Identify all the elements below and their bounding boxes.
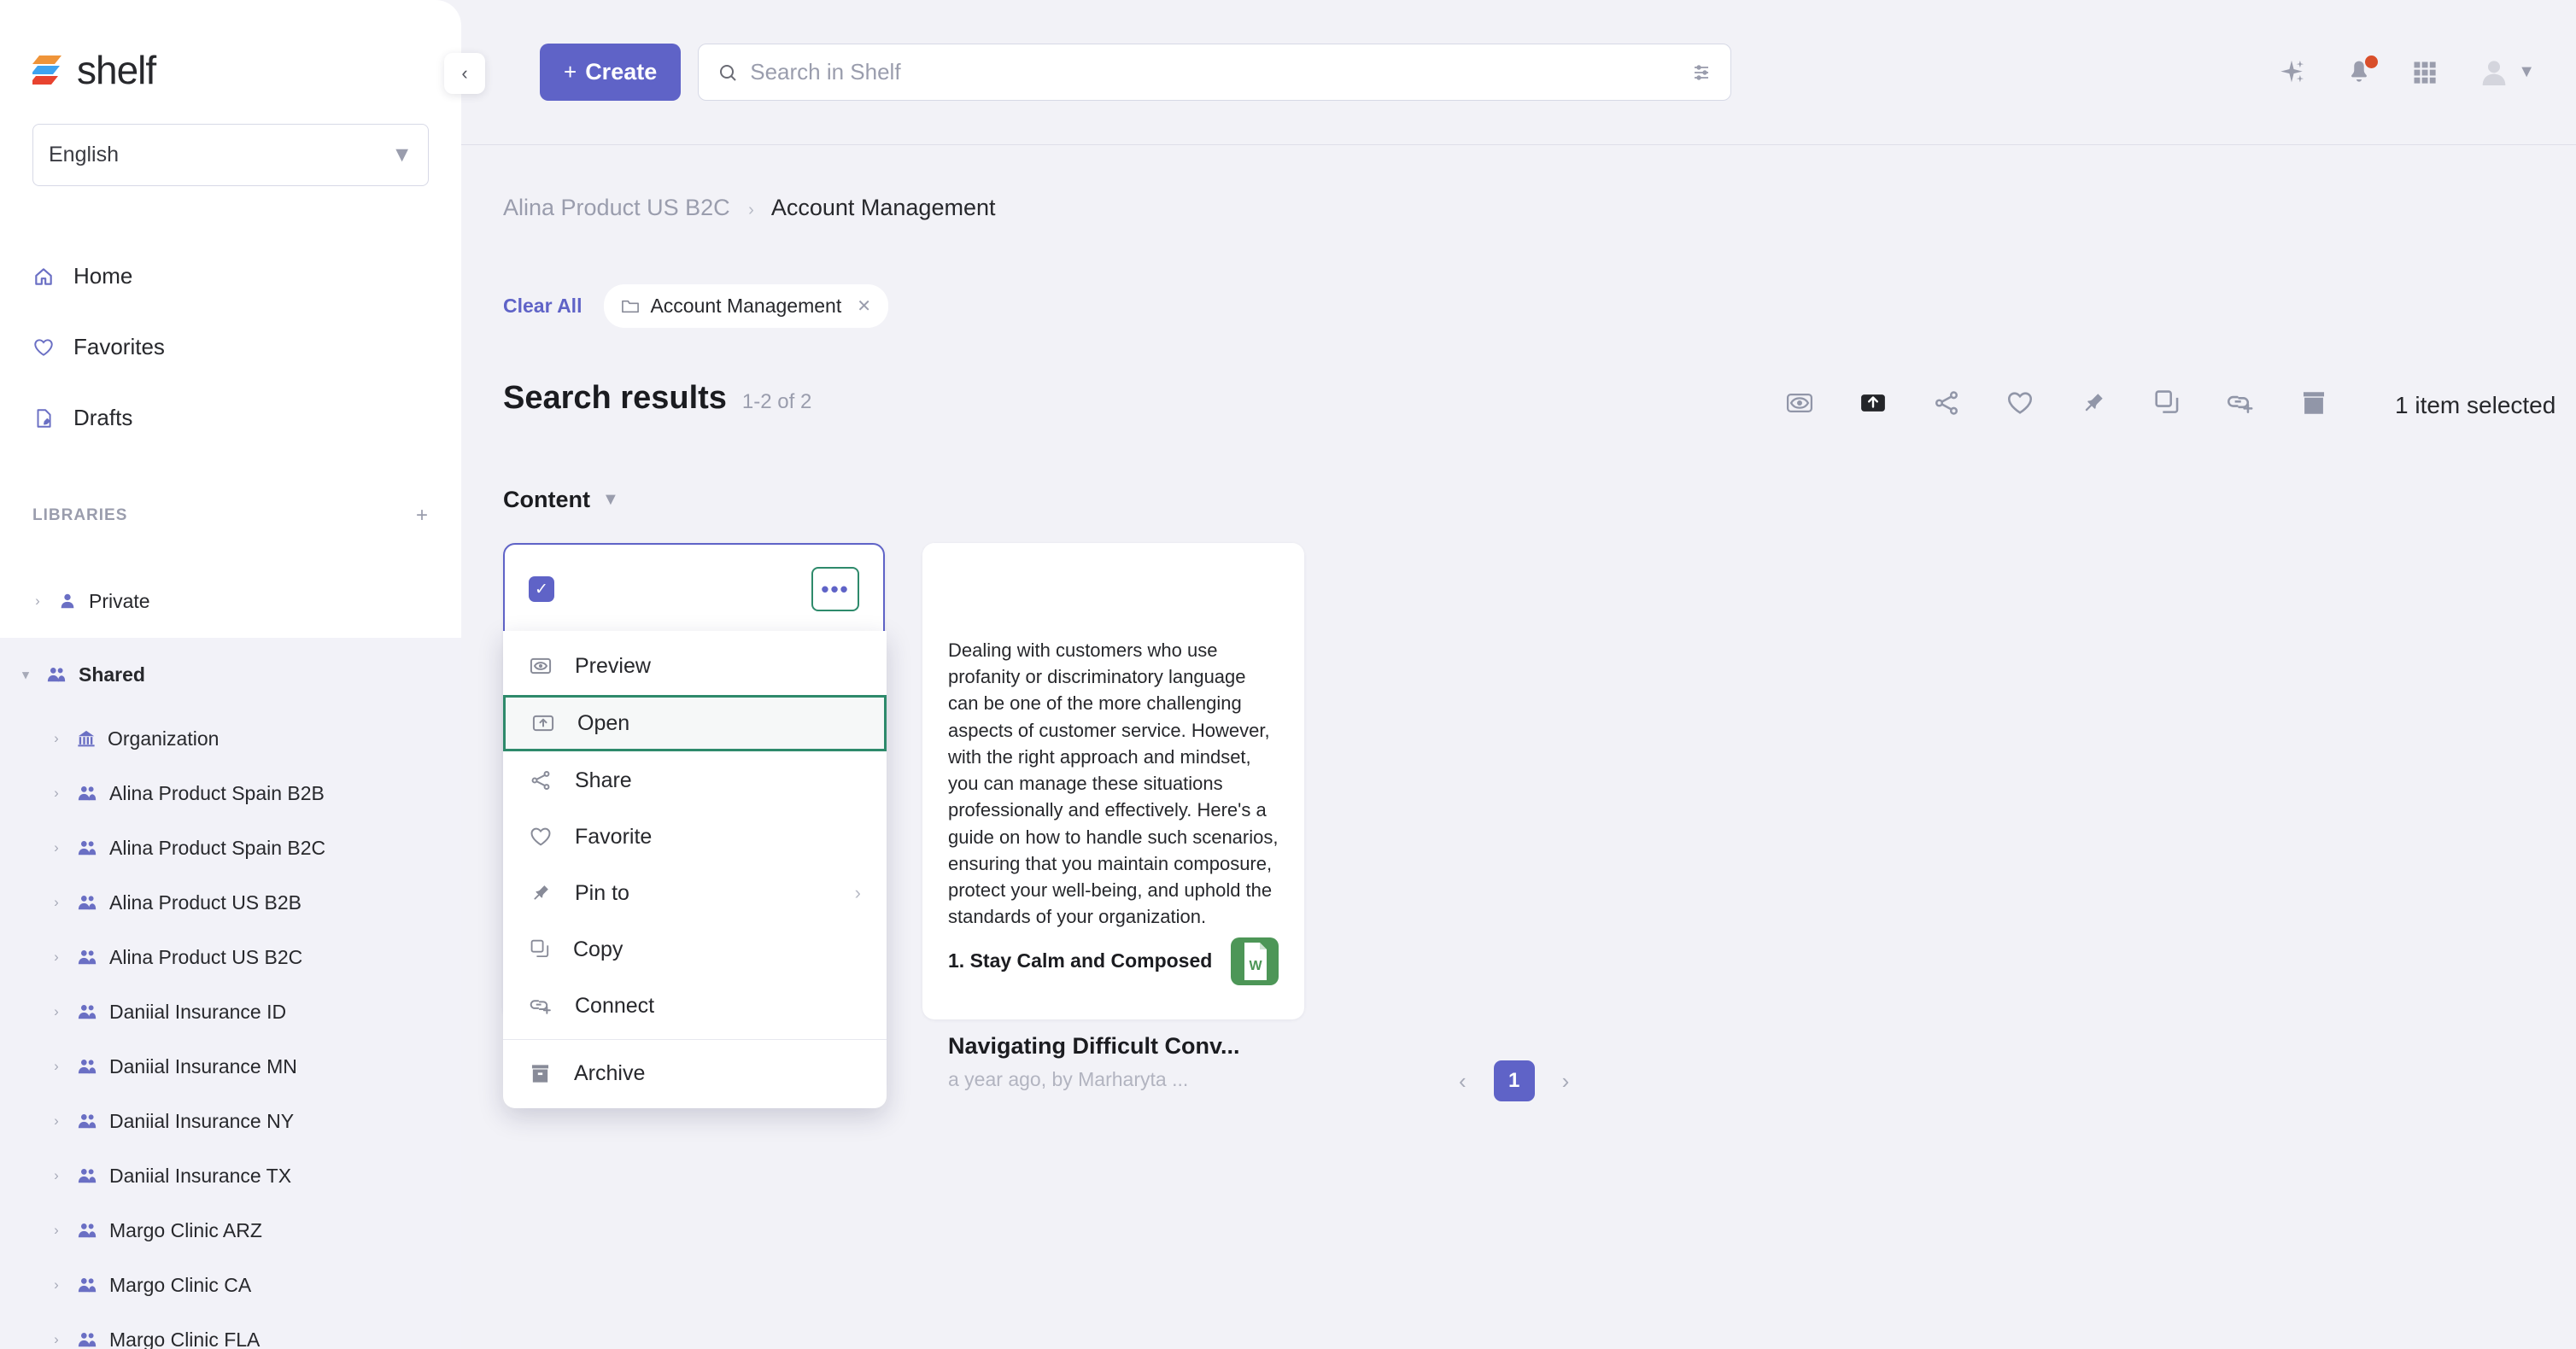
- svg-text:W: W: [1249, 959, 1262, 973]
